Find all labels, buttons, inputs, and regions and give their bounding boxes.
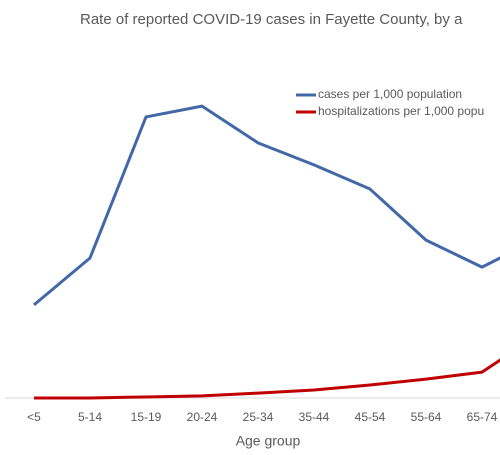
legend-label: hospitalizations per 1,000 popu (318, 104, 484, 118)
series-line (34, 358, 500, 400)
x-tick-label: 65-74 (467, 410, 498, 424)
legend-label: cases per 1,000 population (318, 87, 462, 101)
x-axis-title: Age group (236, 433, 301, 449)
chart-title: Rate of reported COVID-19 cases in Fayet… (80, 11, 463, 28)
series-line (33, 104, 500, 307)
x-tick-label: 5-14 (78, 410, 102, 424)
x-tick-label: 20-24 (187, 410, 218, 424)
x-tick-label: 25-34 (243, 410, 274, 424)
x-tick-label: 45-54 (355, 410, 386, 424)
x-tick-label: 35-44 (299, 410, 330, 424)
x-tick-label: <5 (27, 410, 41, 424)
x-tick-label: 55-64 (411, 410, 442, 424)
x-tick-label: 15-19 (131, 410, 162, 424)
